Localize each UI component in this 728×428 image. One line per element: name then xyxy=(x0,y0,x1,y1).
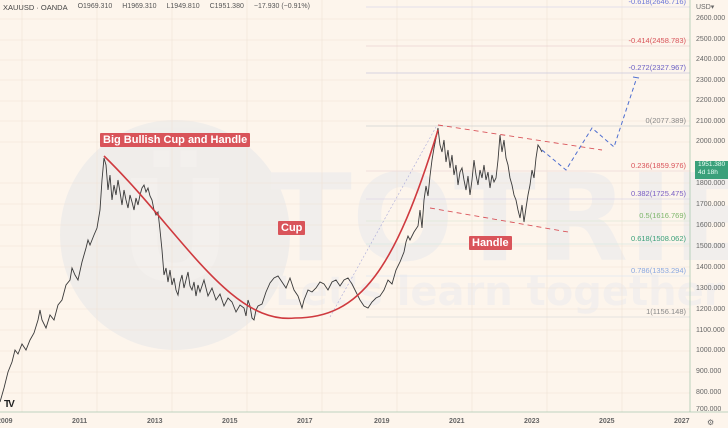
y-tick: 800.000 xyxy=(696,389,722,396)
x-tick: 2027 xyxy=(674,418,690,425)
y-tick: 2000.000 xyxy=(696,138,726,145)
fib-label-1: 1(1156.148) xyxy=(646,307,686,316)
fib-label-0: 0(2077.389) xyxy=(645,116,686,125)
symbol-header: XAUUSD · OANDA O1969.310 H1969.310 L1949… xyxy=(3,3,310,12)
y-tick: 1000.000 xyxy=(696,347,726,354)
fib-label-0382: 0.382(1725.475) xyxy=(630,189,686,198)
x-tick: 2023 xyxy=(524,418,540,425)
fib-label-0618: 0.618(1508.062) xyxy=(630,234,686,243)
fib-label-0236: 0.236(1859.976) xyxy=(630,161,686,170)
price-change: −17.930 (−0.91%) xyxy=(253,3,310,10)
x-tick: 2011 xyxy=(72,418,88,425)
svg-text:Let's learn together: Let's learn together xyxy=(275,269,724,315)
ohlc-low: L1949.810 xyxy=(166,3,200,10)
trend-dotted-line xyxy=(329,126,437,318)
x-tick: 2025 xyxy=(599,418,615,425)
handle-label[interactable]: Handle xyxy=(469,236,512,250)
y-tick: 2500.000 xyxy=(696,36,726,43)
fib-label-neg0272: -0.272(2327.967) xyxy=(628,63,686,72)
y-tick: 2200.000 xyxy=(696,97,726,104)
y-tick: 2100.000 xyxy=(696,118,726,125)
handle-upper-channel[interactable] xyxy=(437,124,603,151)
x-tick: 2019 xyxy=(374,418,390,425)
y-tick: 2600.000 xyxy=(696,15,726,22)
cup-label[interactable]: Cup xyxy=(278,221,306,235)
fib-label-0786: 0.786(1353.294) xyxy=(630,266,686,275)
settings-gear-icon[interactable]: ⚙ xyxy=(707,418,715,427)
cup-curve xyxy=(103,129,439,320)
y-tick: 2400.000 xyxy=(696,56,726,63)
projection-path[interactable] xyxy=(541,79,637,171)
tradingview-logo-icon[interactable]: TV xyxy=(4,399,15,410)
pattern-title-label[interactable]: Big Bullish Cup and Handle xyxy=(100,133,251,147)
current-price-tag: 1951.380 4d 18h xyxy=(695,161,728,179)
y-tick: 1100.000 xyxy=(696,327,725,334)
y-tick: 2300.000 xyxy=(696,77,726,84)
projection-arrowhead xyxy=(632,76,640,79)
bar-countdown: 4d 18h xyxy=(698,169,718,176)
y-tick: 1200.000 xyxy=(696,306,726,313)
x-tick: 2017 xyxy=(297,418,313,425)
y-tick: 1600.000 xyxy=(696,222,726,229)
svg-text:Ü: Ü xyxy=(118,149,232,314)
watermark: Ü TOTRIEU Let's learn together xyxy=(60,120,728,350)
y-tick: 1800.000 xyxy=(696,180,726,187)
currency-label[interactable]: USD▾ xyxy=(696,4,715,11)
y-tick: 1400.000 xyxy=(696,264,726,271)
y-tick: 700.000 xyxy=(696,406,722,413)
x-tick: 2021 xyxy=(449,418,465,425)
fib-label-05: 0.5(1616.769) xyxy=(639,211,686,220)
symbol-name[interactable]: XAUUSD · OANDA xyxy=(3,3,68,12)
x-tick: 2013 xyxy=(147,418,163,425)
svg-text:TOTRIEU: TOTRIEU xyxy=(270,150,728,289)
ohlc-open: O1969.310 xyxy=(77,3,113,10)
y-tick: 1300.000 xyxy=(696,285,726,292)
y-tick: 1500.000 xyxy=(696,243,726,250)
current-price: 1951.380 xyxy=(698,161,726,168)
grid xyxy=(0,0,690,412)
currency-text: USD xyxy=(696,4,711,11)
y-tick: 900.000 xyxy=(696,368,722,375)
ohlc-close: C1951.380 xyxy=(209,3,244,10)
x-tick: 2015 xyxy=(222,418,238,425)
fibonacci-levels[interactable] xyxy=(366,6,690,318)
fib-label-neg0414: -0.414(2458.783) xyxy=(628,36,686,45)
y-tick: 1700.000 xyxy=(696,201,726,208)
fib-label-neg0618: -0.618(2646.716) xyxy=(628,0,686,6)
price-line xyxy=(0,127,543,403)
x-tick: 2009 xyxy=(0,418,13,425)
ohlc-high: H1969.310 xyxy=(122,3,157,10)
